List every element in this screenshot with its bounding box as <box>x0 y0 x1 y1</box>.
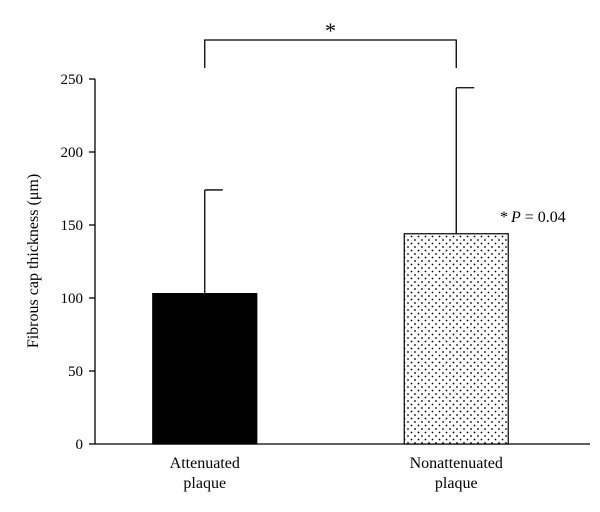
y-tick-label: 0 <box>76 437 84 453</box>
y-tick-label: 50 <box>68 364 83 380</box>
x-tick-label-line: Attenuated <box>170 455 240 472</box>
x-tick-label-line: plaque <box>183 475 226 492</box>
y-tick-label: 150 <box>61 218 84 234</box>
category-labels: Attenuated plaque Nonattenuated plaque <box>170 455 503 492</box>
x-tick-label-line: Nonattenuated <box>410 455 503 472</box>
x-tick-label: Attenuated plaque <box>170 455 240 492</box>
p-value-var: P <box>510 209 521 226</box>
y-tick-label: 250 <box>61 72 84 88</box>
error-bars <box>204 87 475 294</box>
p-value-annotation: * P = 0.04 <box>500 209 566 226</box>
y-tick-label: 100 <box>61 291 84 307</box>
significance-bracket: * <box>204 18 457 68</box>
p-value-star: * <box>500 209 508 226</box>
y-tick-label: 200 <box>61 145 84 161</box>
x-tick-label: Nonattenuated plaque <box>410 455 503 492</box>
bar-2 <box>403 233 509 445</box>
bars <box>152 233 509 445</box>
y-axis-title: Fibrous cap thickness (μm) <box>25 174 42 348</box>
y-axis: 0 50 100 150 200 250 <box>61 72 96 453</box>
significance-star: * <box>325 18 336 43</box>
x-tick-label-line: plaque <box>435 475 478 492</box>
p-value-text: = 0.04 <box>521 209 566 226</box>
bar-1 <box>152 293 258 445</box>
bracket-line <box>204 39 457 68</box>
